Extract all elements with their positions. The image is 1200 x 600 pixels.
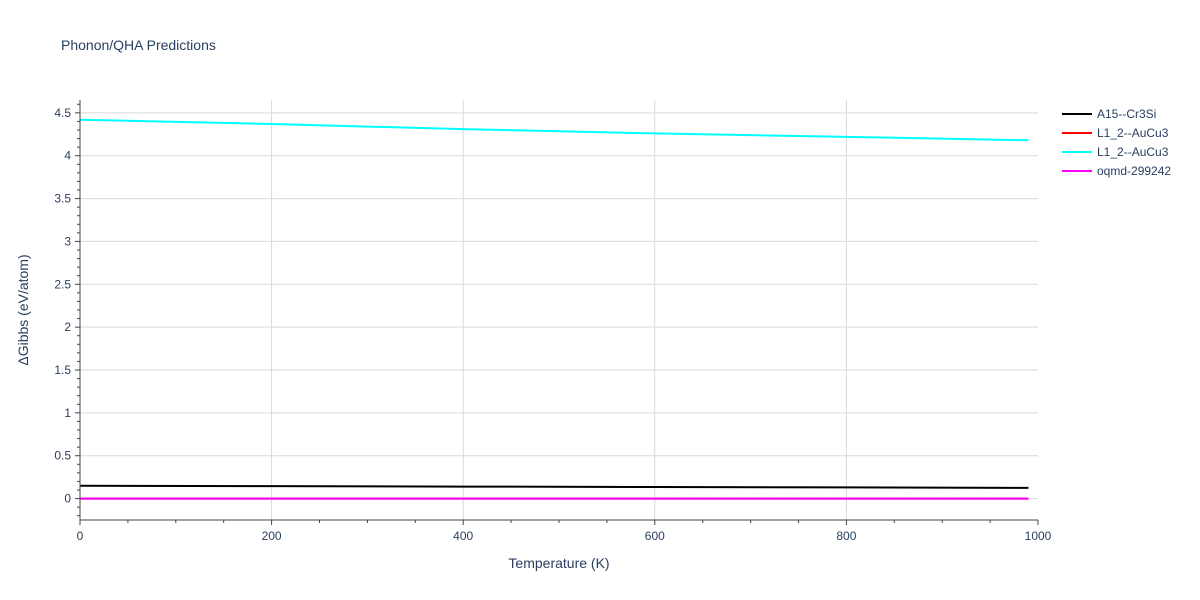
- legend-label: A15--Cr3Si: [1097, 107, 1156, 121]
- y-tick-label: 2: [64, 320, 71, 334]
- y-tick-label: 3.5: [54, 192, 71, 206]
- y-axis-title: ΔGibbs (eV/atom): [15, 254, 31, 365]
- y-tick-label: 3: [64, 234, 71, 248]
- legend[interactable]: A15--Cr3Si L1_2--AuCu3 L1_2--AuCu3 oqmd-299…: [1062, 107, 1171, 178]
- x-tick-label: 200: [262, 529, 282, 543]
- x-tick-label: 400: [453, 529, 473, 543]
- x-tick-label: 0: [77, 529, 84, 543]
- legend-item-1[interactable]: L1_2--AuCu3: [1062, 126, 1169, 140]
- legend-label: L1_2--AuCu3: [1097, 145, 1169, 159]
- x-tick-label: 800: [836, 529, 856, 543]
- y-tick-label: 0.5: [54, 449, 71, 463]
- y-tick-label: 4: [64, 149, 71, 163]
- series-line-0: [79, 484, 1029, 489]
- series-line-2: [79, 118, 1029, 142]
- x-tick-label: 600: [645, 529, 665, 543]
- y-tick-label: 2.5: [54, 277, 71, 291]
- plot-area: [79, 118, 1029, 500]
- legend-label: oqmd-299242: [1097, 164, 1171, 178]
- chart-title: Phonon/QHA Predictions: [61, 37, 216, 53]
- y-tick-label: 4.5: [54, 106, 71, 120]
- grid: [80, 100, 1038, 520]
- axes: 0 200 400 600 800 1000 0 0.5 1 1.5 2 2.5 3 3.5 4 4.5: [54, 100, 1052, 543]
- legend-label: L1_2--AuCu3: [1097, 126, 1169, 140]
- legend-item-3[interactable]: oqmd-299242: [1062, 164, 1171, 178]
- x-axis-title: Temperature (K): [508, 555, 609, 571]
- legend-item-2[interactable]: L1_2--AuCu3: [1062, 145, 1169, 159]
- y-tick-label: 0: [64, 492, 71, 506]
- legend-item-0[interactable]: A15--Cr3Si: [1062, 107, 1156, 121]
- x-tick-label: 1000: [1025, 529, 1052, 543]
- y-tick-label: 1.5: [54, 363, 71, 377]
- y-tick-label: 1: [64, 406, 71, 420]
